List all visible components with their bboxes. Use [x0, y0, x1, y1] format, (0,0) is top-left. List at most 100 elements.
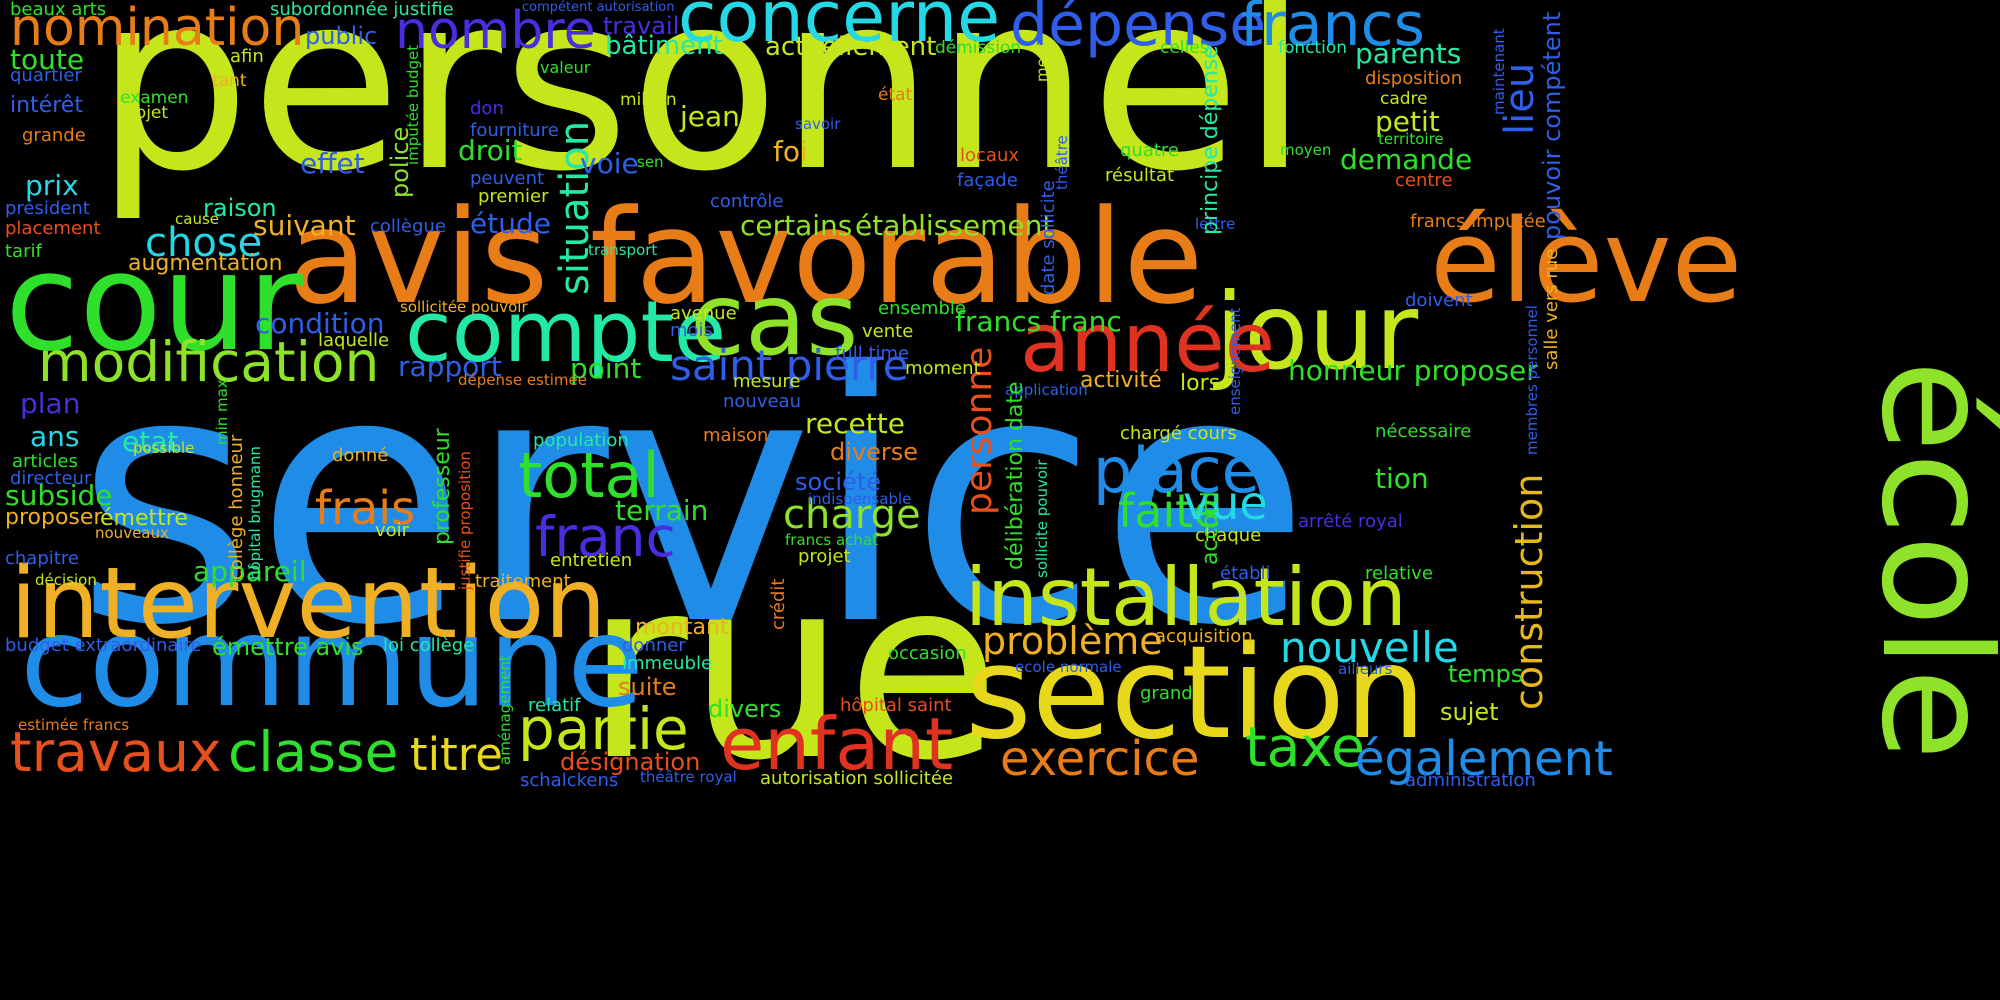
word: accord [1198, 491, 1223, 565]
word: dépense [1010, 0, 1267, 60]
word: plan [20, 387, 81, 420]
word: sollicitée pouvoir [400, 298, 528, 316]
word: contrôle [710, 191, 784, 212]
word: moment [905, 358, 981, 379]
word: moyen [1280, 141, 1332, 159]
word: administration [1405, 770, 1536, 791]
word: schalckens [520, 770, 619, 791]
word: rapport [398, 350, 502, 383]
word: subordonnée justifie [270, 0, 454, 20]
word: étude [470, 207, 551, 240]
word: membres personnel [1523, 305, 1541, 455]
word: cas [690, 261, 859, 378]
word: savoir [795, 115, 841, 133]
word: francs franc [955, 305, 1122, 338]
word: autorisation sollicitée [760, 768, 954, 789]
word: président [5, 198, 90, 219]
word: donné [332, 445, 389, 466]
word: celles [1160, 38, 1209, 58]
word: afin [230, 46, 264, 67]
word: francs [1240, 0, 1425, 60]
word: ensemble [878, 298, 966, 319]
word: intérêt [10, 93, 83, 118]
word: sujet [1440, 698, 1499, 726]
word: crédit [768, 578, 789, 630]
word: mesure [733, 371, 801, 392]
word: vente [862, 321, 914, 342]
word: société [795, 468, 881, 496]
word: élève [1430, 195, 1743, 329]
word: application [1005, 381, 1088, 399]
word: projet [798, 546, 851, 567]
word: peuvent [470, 168, 545, 189]
word: enfant [720, 702, 954, 786]
word: titre [410, 728, 503, 781]
word: petit [1375, 105, 1440, 138]
word: également [1355, 731, 1613, 787]
word: travail [603, 12, 680, 40]
word: installation [965, 551, 1407, 644]
word: point [570, 352, 642, 385]
word: cause [175, 210, 219, 228]
word: locaux [960, 145, 1020, 166]
word: école [1848, 360, 2000, 761]
word: enseignement [1226, 307, 1244, 415]
word: estimée francs [18, 716, 130, 734]
word: montant [635, 615, 729, 640]
word: toute [10, 43, 85, 76]
word: émettre avis [212, 633, 364, 661]
word: maison [703, 425, 769, 446]
word: démission [935, 38, 1022, 58]
word: condition [255, 307, 385, 340]
word: temps [1448, 660, 1524, 688]
word: saint pierre [670, 341, 909, 390]
word: problème [982, 619, 1163, 663]
word: diverse [830, 438, 919, 466]
word: justifie proposition [456, 451, 474, 590]
word: ecole normale [1015, 658, 1122, 676]
word: collègue [370, 216, 446, 237]
word: full time [835, 343, 910, 364]
word: subside [5, 479, 113, 512]
word: partie [518, 695, 689, 763]
word: tarif [5, 241, 42, 262]
word: imputée budget [404, 44, 422, 165]
word: voir [375, 520, 410, 541]
word: nomination [10, 0, 305, 58]
word: tant [212, 71, 247, 91]
word: disposition [1365, 68, 1463, 89]
word: directeur [10, 468, 92, 489]
word: fourniture [470, 120, 559, 141]
word: établissement [855, 209, 1054, 242]
word: nombre [395, 1, 596, 61]
word: tion [1375, 462, 1429, 495]
word: nouvelle [1280, 623, 1459, 672]
word: terrain [615, 494, 709, 527]
word: territoire [1378, 130, 1444, 148]
word: cour [5, 224, 303, 381]
word: traitement [475, 571, 571, 592]
word: collège honneur [226, 434, 247, 580]
word: ailleurs [1338, 660, 1393, 678]
word: sen [637, 153, 664, 171]
word: placement [5, 218, 101, 239]
word: parents [1355, 37, 1462, 70]
word: intervention [10, 547, 607, 661]
word: rue [585, 524, 1001, 815]
word: lettre [1195, 215, 1236, 233]
word: don [470, 98, 504, 119]
word: relatif [528, 695, 581, 716]
word: chapitre [5, 548, 79, 569]
word: quartier [10, 65, 82, 86]
word: avenue [670, 303, 737, 324]
word: théâtre [1053, 135, 1071, 190]
word: articles [12, 451, 78, 472]
word: franc [535, 505, 676, 569]
word: ment [1033, 42, 1051, 82]
word: concerne [678, 0, 1001, 58]
word: personnel [95, 0, 1309, 225]
word: frais [315, 481, 416, 535]
word: raison [203, 194, 277, 222]
word: beaux arts [10, 0, 107, 20]
word: proposer [5, 505, 103, 530]
